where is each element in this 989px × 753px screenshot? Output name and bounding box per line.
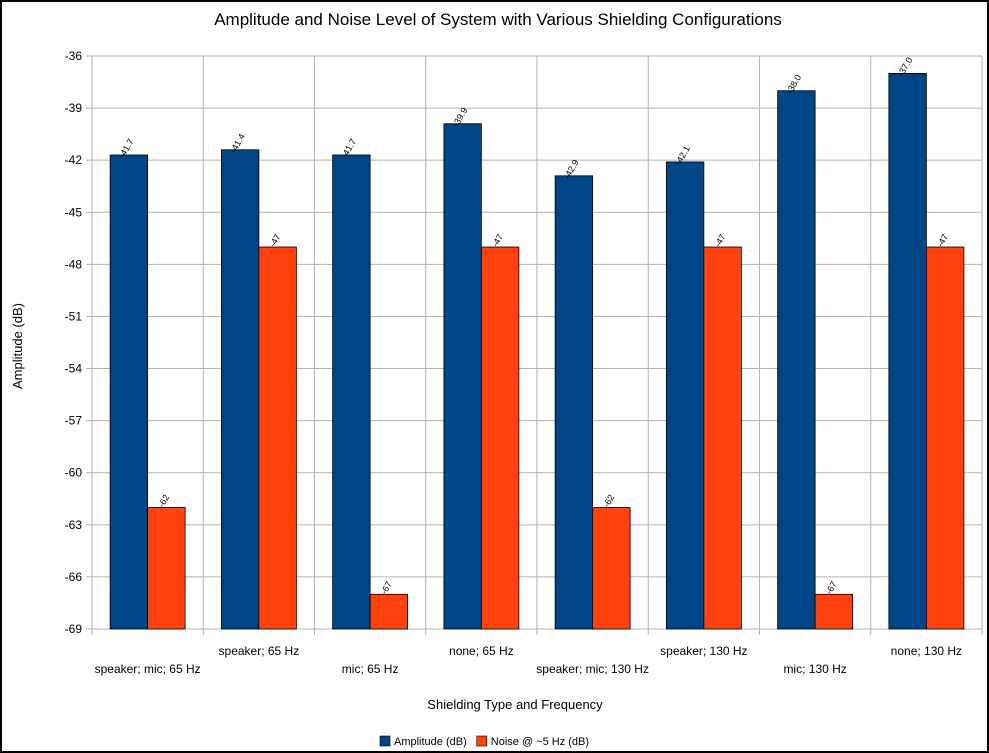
y-tick-label: -51 [65,309,83,323]
x-category-labels: speaker; mic; 65 Hz speaker; 65 Hz mic; 65… [95,644,962,676]
y-tick-label: -54 [65,362,83,376]
bar-series-1 [220,149,260,630]
data-label: -67 [824,580,839,596]
gridlines [86,55,983,635]
y-tick-label: -63 [65,518,83,532]
bar-series-2 [369,593,409,630]
data-label: -62 [156,493,171,509]
data-label: -47 [490,232,505,248]
bar-series-1 [665,161,705,630]
chart-title: Amplitude and Noise Level of System with… [214,10,782,29]
data-label: -47 [267,232,282,248]
y-tick-label: -42 [65,153,83,167]
y-tick-label: -57 [65,414,83,428]
x-category-label: speaker; 65 Hz [219,644,300,658]
x-category-label: speaker; 130 Hz [660,644,747,658]
bar-series-1 [443,123,482,630]
y-tick-labels: -36 -39 -42 -45 -48 -51 -54 -57 -60 -63 -66 -69 [65,49,83,636]
bar-series-1 [888,72,927,630]
x-category-label: mic; 65 Hz [342,662,399,676]
bar-series-2 [258,246,297,630]
y-tick-label: -48 [65,257,83,271]
data-label: -67 [379,580,394,596]
data-label: -47 [712,232,727,248]
bars [109,72,965,630]
bar-series-2 [592,507,631,630]
legend-swatch [476,735,488,747]
y-tick-label: -66 [65,570,83,584]
y-axis-title: Amplitude (dB) [10,303,25,389]
bar-series-2 [147,507,186,630]
legend-label: Noise @ ~5 Hz (dB) [491,736,589,748]
legend-label: Amplitude (dB) [394,736,467,748]
x-axis-title: Shielding Type and Frequency [427,697,603,712]
y-tick-label: -45 [65,205,83,219]
bar-series-1 [554,175,594,630]
bar-series-2 [814,593,854,630]
y-tick-label: -69 [65,622,83,636]
x-category-label: none; 130 Hz [891,644,962,658]
x-category-label: speaker; mic; 130 Hz [536,662,649,676]
bar-series-1 [777,90,816,630]
bar-series-2 [703,246,742,630]
x-category-label: mic; 130 Hz [783,662,846,676]
y-tick-label: -60 [65,466,83,480]
bar-series-2 [925,246,965,630]
data-label: -62 [601,493,616,509]
bar-series-1 [109,154,149,630]
data-label: -47 [935,232,950,248]
y-tick-label: -39 [65,101,83,115]
bar-series-2 [480,246,520,630]
x-category-label: speaker; mic; 65 Hz [95,662,201,676]
x-category-label: none; 65 Hz [449,644,514,658]
legend: Amplitude (dB) Noise @ ~5 Hz (dB) [379,735,589,748]
y-tick-label: -36 [65,49,83,63]
bar-series-1 [332,154,371,630]
legend-swatch [379,735,391,747]
